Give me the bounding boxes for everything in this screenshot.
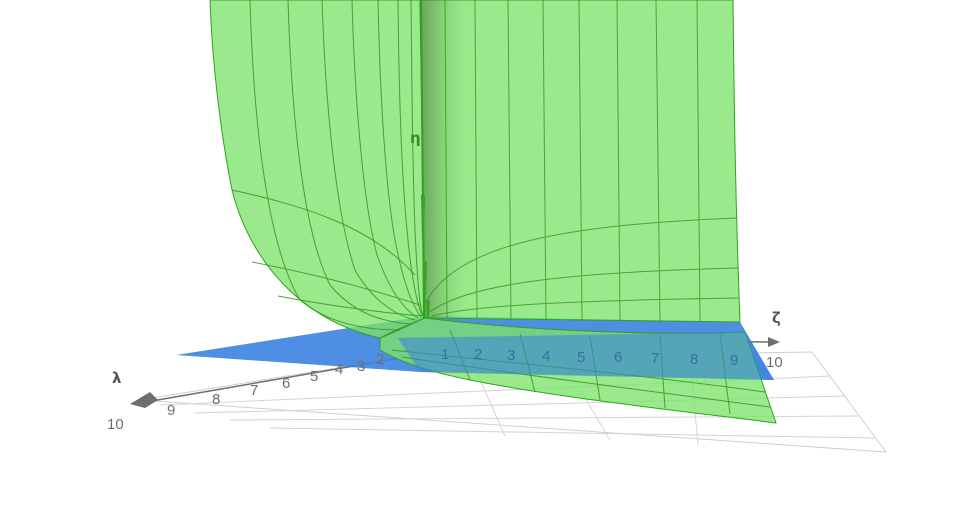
- lambda-tick: 10: [107, 416, 124, 433]
- zeta-tick: 3: [507, 347, 515, 364]
- lambda-tick: 5: [310, 368, 318, 385]
- zeta-tick: 1: [441, 346, 449, 363]
- zeta-tick: 4: [542, 348, 550, 365]
- zeta-tick: 5: [577, 349, 585, 366]
- lambda-tick: 6: [282, 375, 290, 392]
- lambda-tick-labels: 2 3 4 5 6 7 8 9 10: [107, 351, 384, 433]
- surface-left-sheet: [209, 0, 426, 339]
- lambda-tick: 3: [357, 358, 365, 375]
- lambda-tick: 2: [376, 351, 384, 368]
- lambda-axis-arrowhead: [130, 392, 158, 408]
- zeta-axis-label: ζ: [772, 309, 781, 327]
- zeta-tick: 8: [690, 351, 698, 368]
- lambda-axis-label: λ: [112, 369, 122, 387]
- lambda-tick: 7: [250, 382, 258, 399]
- blue-plane-front: [398, 332, 774, 380]
- lambda-tick: 8: [212, 391, 220, 408]
- zeta-tick: 2: [474, 346, 482, 363]
- surface-corner-shade: [420, 0, 470, 318]
- eta-axis-label: η: [410, 129, 421, 147]
- zeta-tick-labels: 1 2 3 4 5 6 7 8 9 10: [441, 346, 783, 371]
- zeta-axis-arrowhead: [768, 337, 780, 347]
- zeta-tick: 9: [730, 352, 738, 369]
- zeta-tick: 7: [651, 350, 659, 367]
- eta-axis: [420, 0, 430, 319]
- zeta-tick: 10: [766, 354, 783, 371]
- surface-mesh-left: [231, 0, 424, 331]
- surface-mesh-right: [426, 0, 740, 323]
- lambda-tick: 4: [335, 361, 343, 378]
- lambda-tick: 9: [167, 402, 175, 419]
- surface-right-sheet: [419, 0, 741, 323]
- zeta-tick: 6: [614, 349, 622, 366]
